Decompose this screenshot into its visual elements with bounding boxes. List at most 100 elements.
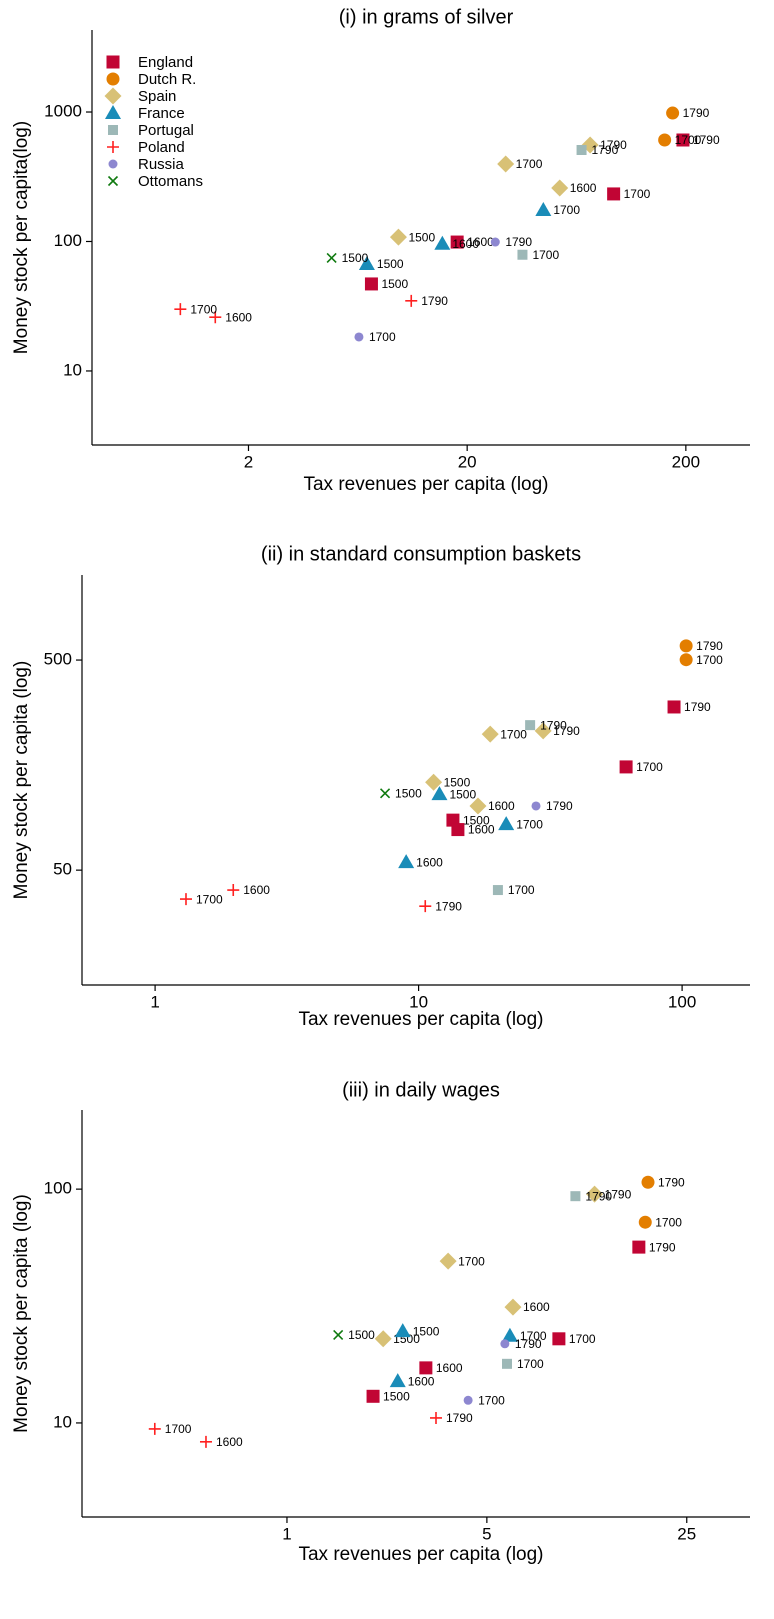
point-label: 1700 <box>516 817 543 831</box>
y-axis-label: Money stock per capita (log) <box>11 661 32 900</box>
point-label: 1790 <box>585 1189 612 1203</box>
marker <box>490 237 500 247</box>
chart-title: (iii) in daily wages <box>342 1079 500 1101</box>
x-axis-label: Tax revenues per capita (log) <box>298 1544 543 1565</box>
legend-marker <box>105 105 121 119</box>
point-label: 1600 <box>243 883 270 897</box>
marker <box>667 700 681 714</box>
point-label: 1600 <box>570 181 597 195</box>
chart-title: (i) in grams of silver <box>339 6 514 28</box>
marker <box>394 1323 411 1338</box>
point-label: 1600 <box>488 799 515 813</box>
marker <box>434 235 451 250</box>
marker <box>501 1327 518 1342</box>
y-tick-label: 10 <box>53 1412 72 1431</box>
marker <box>430 1411 443 1424</box>
marker <box>492 885 503 896</box>
point-label: 1790 <box>600 138 627 152</box>
point-label: 1700 <box>369 330 396 344</box>
point-label: 1790 <box>553 724 580 738</box>
marker <box>517 249 528 260</box>
legend-marker <box>104 87 122 105</box>
marker <box>619 760 633 774</box>
point-label: 1790 <box>605 1187 632 1201</box>
point-label: 1790 <box>546 799 573 813</box>
point-label: 1500 <box>449 787 476 801</box>
x-axis-label: Tax revenues per capita (log) <box>303 474 548 495</box>
x-axis-label: Tax revenues per capita (log) <box>298 1009 543 1030</box>
point-label: 1790 <box>515 1337 542 1351</box>
point-label: 1700 <box>569 1332 596 1346</box>
marker <box>666 106 680 120</box>
marker <box>497 155 515 173</box>
marker <box>469 797 487 815</box>
point-label: 1500 <box>413 1324 440 1338</box>
x-tick-label: 20 <box>458 452 477 471</box>
point-label: 1700 <box>636 760 663 774</box>
x-tick-label: 100 <box>668 992 696 1011</box>
marker <box>570 1191 581 1202</box>
point-label: 1500 <box>348 1328 375 1342</box>
point-label: 1500 <box>381 277 408 291</box>
point-label: 1500 <box>383 1389 410 1403</box>
legend-label: Portugal <box>138 122 194 139</box>
marker <box>451 823 465 837</box>
marker <box>199 1435 212 1448</box>
point-label: 1790 <box>693 133 720 147</box>
marker <box>431 786 448 801</box>
marker <box>501 1358 512 1369</box>
legend-label: Dutch R. <box>138 71 196 88</box>
marker <box>551 179 569 197</box>
point-label: 1700 <box>517 1357 544 1371</box>
marker <box>638 1215 652 1229</box>
marker <box>398 854 415 869</box>
point-label: 1700 <box>532 248 559 262</box>
x-tick-label: 200 <box>672 452 700 471</box>
marker <box>535 202 552 217</box>
point-label: 1790 <box>683 106 710 120</box>
point-label: 1500 <box>463 813 490 827</box>
point-label: 1700 <box>478 1393 505 1407</box>
point-label: 1700 <box>458 1254 485 1268</box>
marker <box>641 1175 655 1189</box>
y-tick-label: 500 <box>44 650 72 669</box>
point-label: 1790 <box>658 1175 685 1189</box>
point-label: 1700 <box>196 892 223 906</box>
marker <box>227 884 240 897</box>
legend-label: Russia <box>138 156 185 173</box>
marker <box>374 1330 392 1348</box>
marker <box>419 900 432 913</box>
marker <box>358 256 375 271</box>
marker <box>586 1185 604 1203</box>
marker <box>498 816 515 831</box>
point-label: 1700 <box>696 653 723 667</box>
y-tick-label: 50 <box>53 860 72 879</box>
legend-label: Ottomans <box>138 173 203 190</box>
point-label: 1700 <box>655 1215 682 1229</box>
marker <box>607 187 621 201</box>
y-tick-label: 100 <box>54 231 82 250</box>
marker <box>389 228 407 246</box>
marker <box>504 1298 522 1316</box>
marker <box>354 332 364 342</box>
point-label: 1700 <box>500 727 527 741</box>
x-tick-label: 1 <box>282 1524 291 1543</box>
point-label: 1790 <box>592 143 619 157</box>
point-label: 1790 <box>684 700 711 714</box>
point-label: 1600 <box>216 1435 243 1449</box>
y-tick-label: 1000 <box>44 102 82 121</box>
legend-marker <box>107 141 119 153</box>
marker <box>676 133 690 147</box>
point-label: 1700 <box>675 133 702 147</box>
point-label: 1700 <box>516 157 543 171</box>
point-label: 1790 <box>435 899 462 913</box>
x-tick-label: 5 <box>482 1524 491 1543</box>
x-tick-label: 10 <box>409 992 428 1011</box>
marker <box>148 1422 161 1435</box>
marker <box>534 722 552 740</box>
marker <box>174 303 187 316</box>
point-label: 1790 <box>649 1240 676 1254</box>
point-label: 1500 <box>444 775 471 789</box>
marker <box>425 773 443 791</box>
